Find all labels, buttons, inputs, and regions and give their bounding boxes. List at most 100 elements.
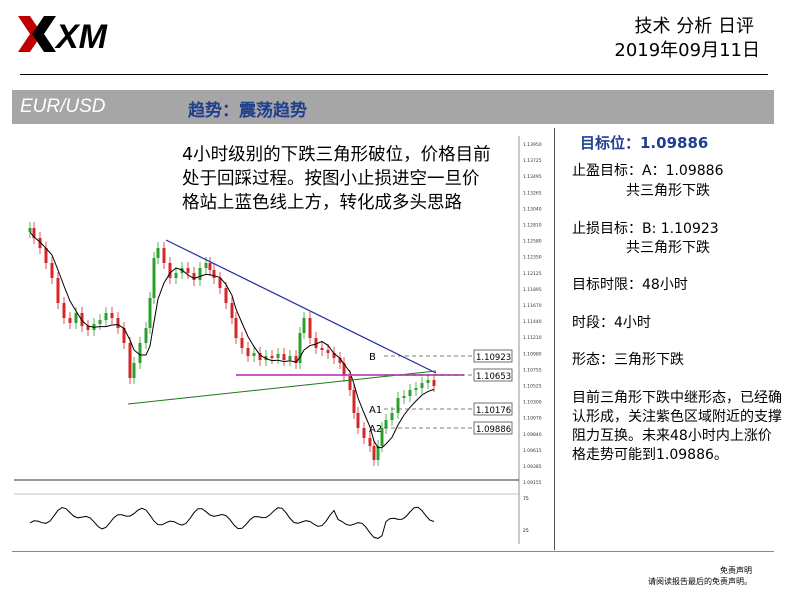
price-tick-label: 1.13950	[523, 142, 542, 148]
candle-body	[362, 428, 366, 438]
candle-body	[224, 288, 228, 303]
level-marker: B	[369, 352, 376, 363]
target-title: 目标位：1.09886	[580, 134, 709, 152]
candle-body	[32, 228, 36, 238]
candle-body	[302, 318, 306, 333]
osc-tick-label: 75	[523, 496, 529, 502]
candle-body	[252, 353, 256, 356]
candle-body	[326, 350, 330, 353]
candle-body	[198, 268, 202, 280]
stop-loss-label: 止损目标：B: 1.10923	[572, 221, 719, 237]
level-box	[473, 368, 513, 382]
take-profit-label: 止盈目标：A：1.09886	[572, 163, 724, 179]
candle-body	[408, 390, 412, 396]
candle-body	[314, 338, 318, 348]
candle-body	[122, 328, 126, 343]
timeframe: 时段：4小时	[572, 315, 651, 331]
price-tick-label: 1.09385	[523, 464, 542, 470]
price-tick-label: 1.10300	[523, 400, 542, 406]
candle-body	[116, 318, 120, 328]
level-box	[473, 421, 513, 435]
disclaimer-note: 请阅读报告最后的免责声明。	[648, 577, 752, 586]
candle-body	[168, 263, 172, 278]
candle-body	[432, 380, 436, 386]
title-band	[12, 90, 774, 124]
candle-body	[68, 318, 72, 323]
candle-body	[380, 428, 384, 446]
candle-body	[212, 270, 216, 278]
summary-text: 目前三角形下跌中继形态，已经确认形成，关注紫色区域附近的支撑阻力互换。未来48小…	[572, 390, 782, 463]
candle-body	[308, 318, 312, 338]
candle-body	[426, 380, 430, 383]
candle-body	[414, 388, 418, 390]
price-tick-label: 1.13495	[523, 174, 542, 180]
candle-body	[332, 353, 336, 358]
price-tick-label: 1.11210	[523, 335, 542, 341]
price-tick-label: 1.12350	[523, 255, 542, 261]
price-tick-label: 1.11440	[523, 319, 542, 325]
price-tick-label: 1.12580	[523, 239, 542, 245]
price-tick-label: 1.11895	[523, 287, 542, 293]
candle-body	[342, 363, 346, 376]
candle-body	[264, 356, 268, 360]
take-profit-sub: 共三角形下跌	[626, 183, 710, 199]
candle-body	[162, 248, 166, 263]
candle-body	[294, 356, 298, 363]
osc-tick-label: 25	[523, 528, 529, 534]
trend-label: 趋势：震荡趋势	[188, 101, 307, 121]
report-title: 技术 分析 日评	[634, 16, 754, 37]
triangle-lower-line	[127, 370, 437, 405]
pattern: 形态：三角形下跌	[572, 352, 684, 368]
time-limit: 目标时限：48小时	[572, 277, 688, 293]
currency-pair: EUR/USD	[20, 96, 106, 117]
candle-body	[338, 358, 342, 363]
candle-body	[132, 363, 136, 378]
candle-body	[218, 278, 222, 288]
header-divider	[20, 74, 768, 75]
candle-body	[148, 298, 152, 328]
candle-body	[348, 376, 352, 390]
candle-body	[110, 313, 114, 318]
price-tick-label: 1.12810	[523, 223, 542, 229]
candle-body	[104, 313, 108, 320]
price-tick-label: 1.13725	[523, 158, 542, 164]
price-tick-label: 1.10525	[523, 384, 542, 390]
candle-body	[288, 356, 292, 360]
candle-body	[368, 438, 372, 446]
candle-body	[234, 318, 238, 338]
candle-body	[208, 263, 212, 270]
candle-body	[258, 353, 262, 360]
level-marker: A1	[369, 405, 382, 416]
xm-logo: XM	[18, 16, 108, 56]
candle-body	[56, 278, 60, 303]
candle-body	[298, 333, 302, 363]
stop-loss-sub: 共三角形下跌	[626, 240, 710, 256]
price-tick-label: 1.13265	[523, 190, 542, 196]
disclaimer-title: 免责声明	[720, 566, 752, 575]
candle-body	[62, 303, 66, 318]
chart-note: 4小时级别的下跌三角形破位，价格目前处于回踩过程。按图小止损进空一旦价格站上蓝色…	[182, 145, 491, 213]
candle-body	[240, 338, 244, 348]
candle-body	[128, 343, 132, 378]
candle-body	[86, 326, 90, 330]
level-value: 1.10923	[476, 353, 511, 363]
price-tick-label: 1.09155	[523, 480, 542, 486]
candle-body	[186, 268, 190, 273]
price-tick-label: 1.09840	[523, 432, 542, 438]
candle-body	[28, 228, 32, 232]
price-tick-label: 1.10755	[523, 367, 542, 373]
oscillator-line	[29, 506, 435, 539]
candle-body	[420, 383, 424, 388]
price-tick-label: 1.10980	[523, 351, 542, 357]
candle-body	[396, 398, 400, 413]
candle-body	[246, 348, 250, 356]
candle-body	[384, 420, 388, 428]
level-value: 1.10653	[476, 372, 511, 382]
level-value: 1.10176	[476, 406, 511, 416]
report-date: 2019年09月11日	[614, 40, 760, 61]
candle-body	[356, 413, 360, 428]
candle-body	[230, 303, 234, 318]
bottom-divider	[12, 551, 774, 552]
candle-body	[156, 248, 160, 258]
candle-body	[98, 320, 102, 324]
